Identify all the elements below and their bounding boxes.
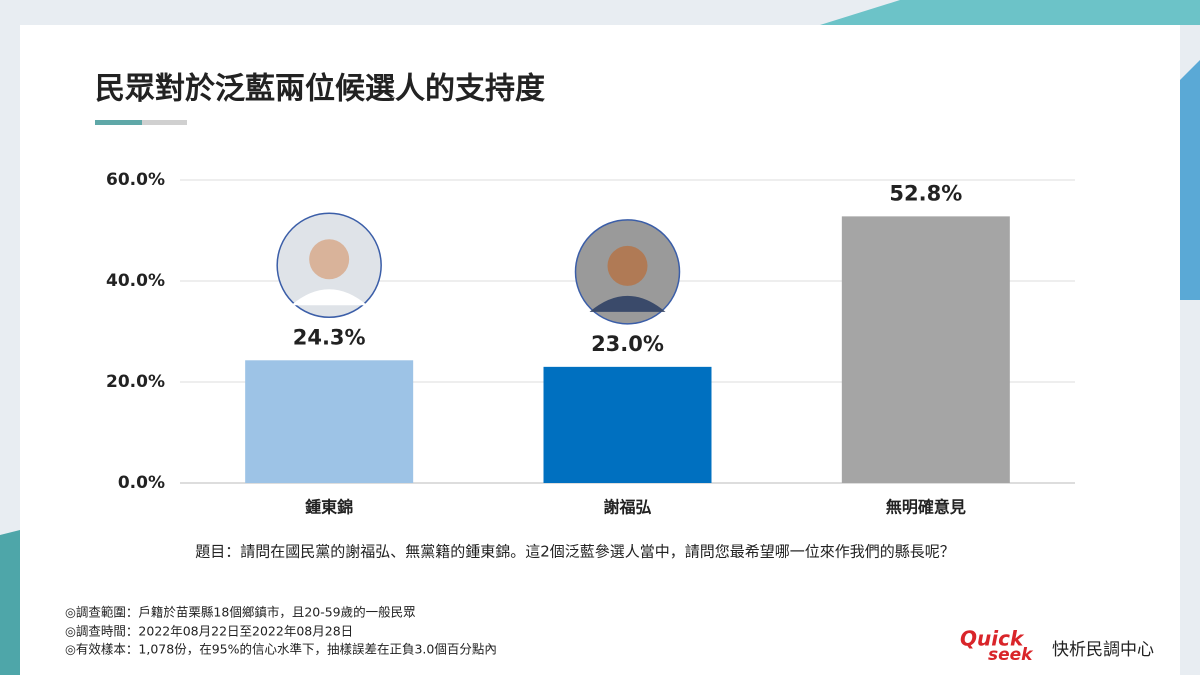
logo-mark: seek — [988, 645, 1034, 665]
y-tick-label: 20.0% — [106, 372, 165, 392]
bar — [245, 360, 414, 483]
decor — [0, 530, 20, 675]
photo-body — [291, 289, 368, 306]
y-tick-label: 60.0% — [106, 170, 165, 190]
question: 題目：請問在國民黨的謝福弘、無黨籍的鍾東錦。這2個泛藍參選人當中，請問您最希望哪… — [195, 543, 955, 561]
value-label: 23.0% — [591, 332, 664, 356]
x-tick-label: 鍾東錦 — [305, 498, 353, 517]
x-tick-label: 謝福弘 — [603, 498, 651, 517]
photo-body — [589, 295, 666, 312]
note: ◎調查範圍：戶籍於苗栗縣18個鄉鎮市，且20-59歲的一般民眾 — [65, 605, 416, 620]
bar — [543, 366, 712, 483]
photo-face — [309, 239, 350, 280]
decor — [1180, 60, 1200, 300]
title-underline — [142, 120, 187, 125]
note: ◎調查時間：2022年08月22日至2022年08月28日 — [65, 624, 353, 639]
logo-mark: Quick — [960, 627, 1025, 651]
y-tick-label: 40.0% — [106, 271, 165, 291]
chart-title: 民眾對於泛藍兩位候選人的支持度 — [95, 72, 545, 107]
y-tick-label: 0.0% — [118, 473, 165, 493]
bar — [841, 216, 1010, 484]
x-tick-label: 無明確意見 — [886, 498, 966, 517]
value-label: 52.8% — [889, 181, 962, 205]
note: ◎有效樣本：1,078份，在95%的信心水準下，抽樣誤差在正負3.0個百分點內 — [65, 642, 497, 657]
title-underline — [95, 120, 142, 125]
logo-name: 快析民調中心 — [1052, 640, 1154, 660]
photo-face — [607, 245, 648, 286]
decor — [820, 0, 1200, 25]
value-label: 24.3% — [293, 325, 366, 349]
